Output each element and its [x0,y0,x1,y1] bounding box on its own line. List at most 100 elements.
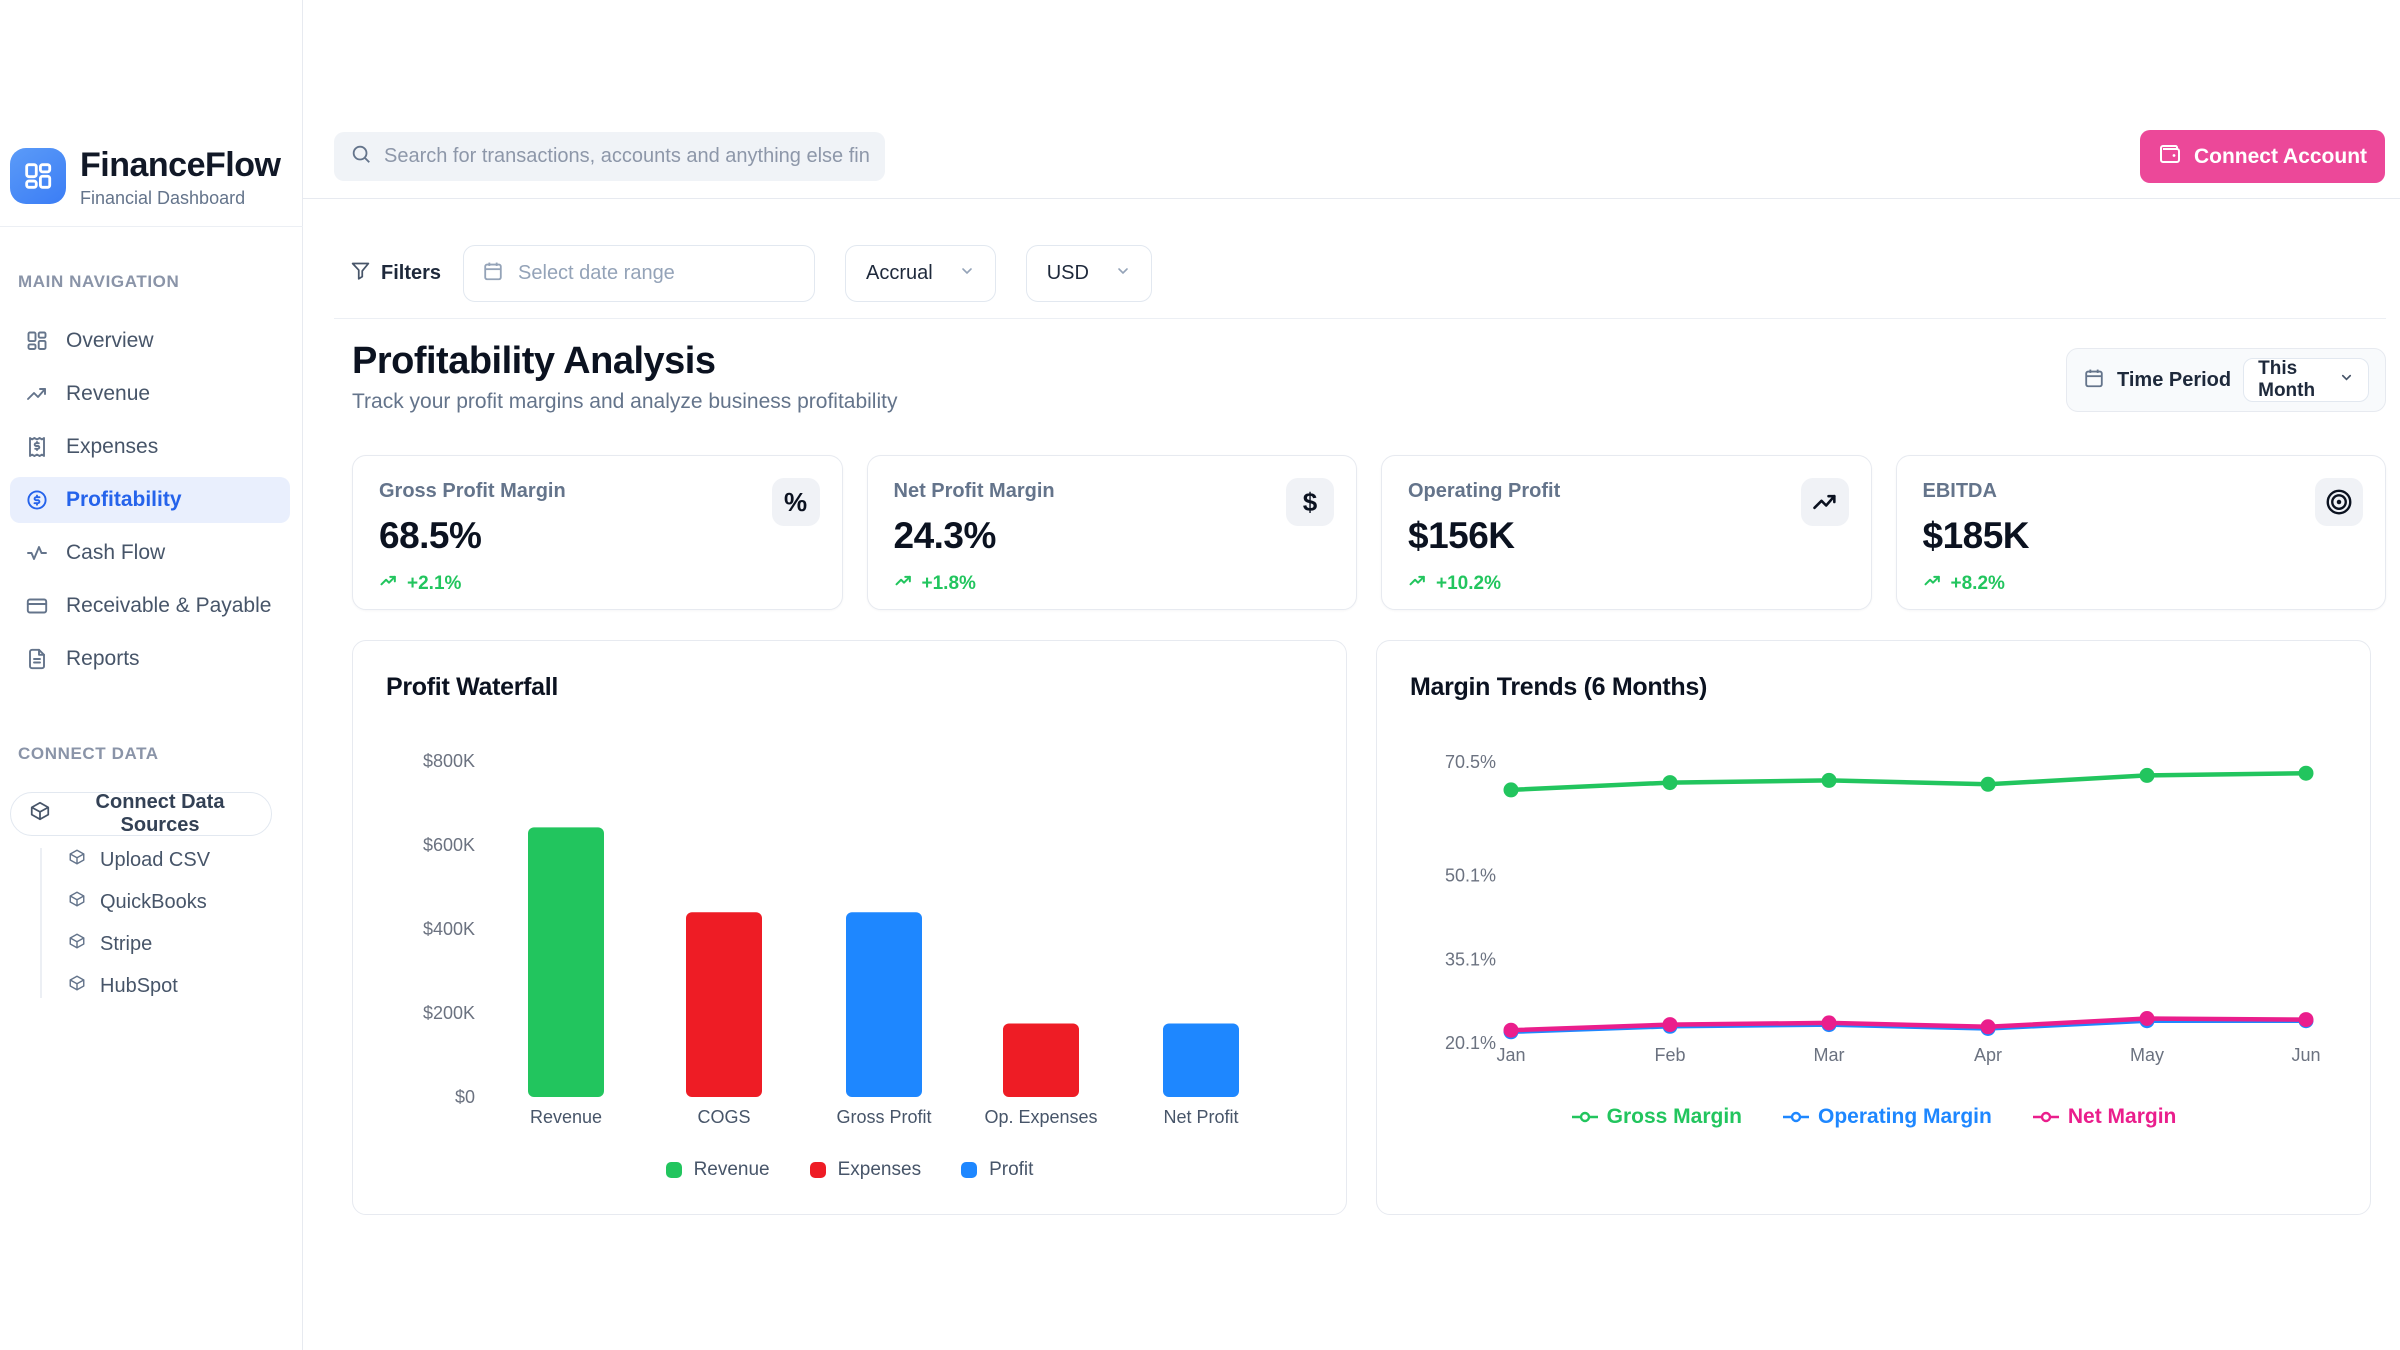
sidebar-item-receivable-payable[interactable]: Receivable & Payable [10,583,290,629]
sidebar-item-cash-flow[interactable]: Cash Flow [10,530,290,576]
currency-select[interactable]: USD [1025,245,1152,302]
sidebar-item-label: Cash Flow [66,541,166,564]
filters-toggle[interactable]: Filters [350,260,441,287]
kpi-label: Gross Profit Margin [379,480,566,502]
legend-item-gross-margin: Gross Margin [1571,1105,1742,1129]
kpi-change: +8.2% [1923,571,2360,597]
data-source-quickbooks[interactable]: QuickBooks [68,890,210,914]
trend-point-net-margin[interactable] [1662,1017,1678,1033]
y-axis-tick: $600K [423,835,475,855]
kpi-value: 24.3% [893,515,997,556]
main-navigation: Overview Revenue Expenses Profitability Cash… [10,318,290,682]
kpi-card-row: Gross Profit Margin 68.5% +2.1%% Net Profit… [352,455,2386,610]
data-source-stripe[interactable]: Stripe [68,932,210,956]
sidebar-item-reports[interactable]: Reports [10,636,290,682]
x-axis-label: Revenue [530,1107,602,1127]
y-axis-tick: $200K [423,1003,475,1023]
accounting-basis-select[interactable]: Accrual [845,245,996,302]
x-axis-label: May [2130,1045,2164,1065]
calendar-icon [482,260,504,287]
trend-point-net-margin[interactable] [1503,1022,1519,1038]
activity-icon [24,540,50,566]
search-icon [350,143,372,170]
filters-divider [334,318,2386,319]
sidebar-item-label: Revenue [66,382,151,405]
kpi-card-operating-profit: Operating Profit $156K +10.2% [1381,455,1872,610]
trend-point-net-margin[interactable] [2298,1012,2314,1028]
cube-icon [29,800,51,828]
legend-line-marker-icon [2032,1105,2060,1129]
kpi-value: $185K [1922,515,2030,556]
waterfall-bar-net-profit[interactable] [1163,1023,1239,1098]
x-axis-label: Net Profit [1163,1107,1238,1127]
funnel-icon [350,260,371,287]
cube-icon [68,932,86,956]
chart-title: Margin Trends (6 Months) [1410,673,1707,701]
dollar-icon: $ [1286,478,1334,526]
trend-point-gross-margin[interactable] [2298,765,2314,781]
chart-title: Profit Waterfall [386,673,559,701]
trend-point-gross-margin[interactable] [1503,782,1519,798]
sidebar-item-overview[interactable]: Overview [10,318,290,364]
kpi-label: EBITDA [1922,480,1997,502]
connect-data-sources-button[interactable]: Connect Data Sources [10,791,272,836]
time-period-select[interactable]: This Month [2243,358,2369,402]
app-title: FinanceFlow [80,146,281,184]
x-axis-label: Mar [1814,1045,1845,1065]
y-axis-tick: $400K [423,919,475,939]
trend-point-gross-margin[interactable] [2139,767,2155,783]
kpi-change: +1.8% [894,571,1331,597]
kpi-value: $156K [1408,515,1515,556]
header-divider [303,198,2400,199]
date-range-input[interactable] [518,262,797,285]
data-source-upload-csv[interactable]: Upload CSV [68,848,210,872]
global-search[interactable] [334,132,885,181]
cube-icon [68,974,86,998]
waterfall-bar-cogs[interactable] [686,912,762,1097]
sidebar-item-label: Overview [66,329,154,352]
dollar-circle-icon [24,487,50,513]
margin-trends-chart: 70.5% 50.1% 35.1% 20.1%Jan Feb Mar Apr May Jun [1445,752,2321,1065]
credit-card-icon [24,593,50,619]
trend-point-gross-margin[interactable] [1821,772,1837,788]
chevron-down-icon [1115,262,1131,285]
trend-point-gross-margin[interactable] [1662,775,1678,791]
kpi-change: +10.2% [1408,571,1845,597]
y-axis-tick: 35.1% [1445,949,1496,969]
kpi-card-gross-profit-margin: Gross Profit Margin 68.5% +2.1%% [352,455,843,610]
legend-line-marker-icon [1782,1105,1810,1129]
kpi-card-net-profit-margin: Net Profit Margin 24.3% +1.8% $ [866,455,1357,610]
x-axis-label: Jun [2291,1045,2320,1065]
trend-point-net-margin[interactable] [1980,1019,1996,1035]
trending-up-icon [24,381,50,407]
date-range-picker[interactable] [463,245,816,302]
page-subtitle: Track your profit margins and analyze bu… [352,390,898,413]
legend-item-net-margin: Net Margin [2032,1105,2176,1129]
margin-trends-card: 70.5% 50.1% 35.1% 20.1% Jan Feb Mar Apr May Jun M… [1376,640,2371,1215]
sidebar-item-profitability[interactable]: Profitability [10,477,290,523]
chevron-down-icon [2339,369,2354,391]
filter-bar: Filters Accrual USD [350,245,1182,302]
trend-point-net-margin[interactable] [1821,1015,1837,1031]
data-source-list: Upload CSV QuickBooks Stripe HubSpot [40,848,210,998]
waterfall-bar-revenue[interactable] [528,827,604,1097]
sidebar-item-expenses[interactable]: Expenses [10,424,290,470]
calendar-icon [2083,367,2105,394]
kpi-value: 68.5% [379,515,482,556]
trend-point-gross-margin[interactable] [1980,776,1996,792]
time-period-control: Time Period This Month [2066,348,2386,412]
waterfall-bar-op-expenses[interactable] [1003,1023,1079,1098]
legend-swatch [809,1162,826,1178]
x-axis-label: Op. Expenses [984,1107,1097,1127]
sidebar: FinanceFlow Financial Dashboard MAIN NAV… [0,0,303,1350]
sidebar-item-revenue[interactable]: Revenue [10,371,290,417]
connect-account-button[interactable]: Connect Account [2140,130,2385,183]
trend-line-gross-margin [1508,770,2309,793]
legend-item-expenses: Expenses [809,1159,921,1181]
data-source-hubspot[interactable]: HubSpot [68,974,210,998]
legend-swatch [665,1162,682,1178]
search-input[interactable] [384,145,869,168]
waterfall-bar-gross-profit[interactable] [846,912,922,1097]
app-subtitle: Financial Dashboard [80,187,246,208]
trend-point-net-margin[interactable] [2139,1011,2155,1026]
